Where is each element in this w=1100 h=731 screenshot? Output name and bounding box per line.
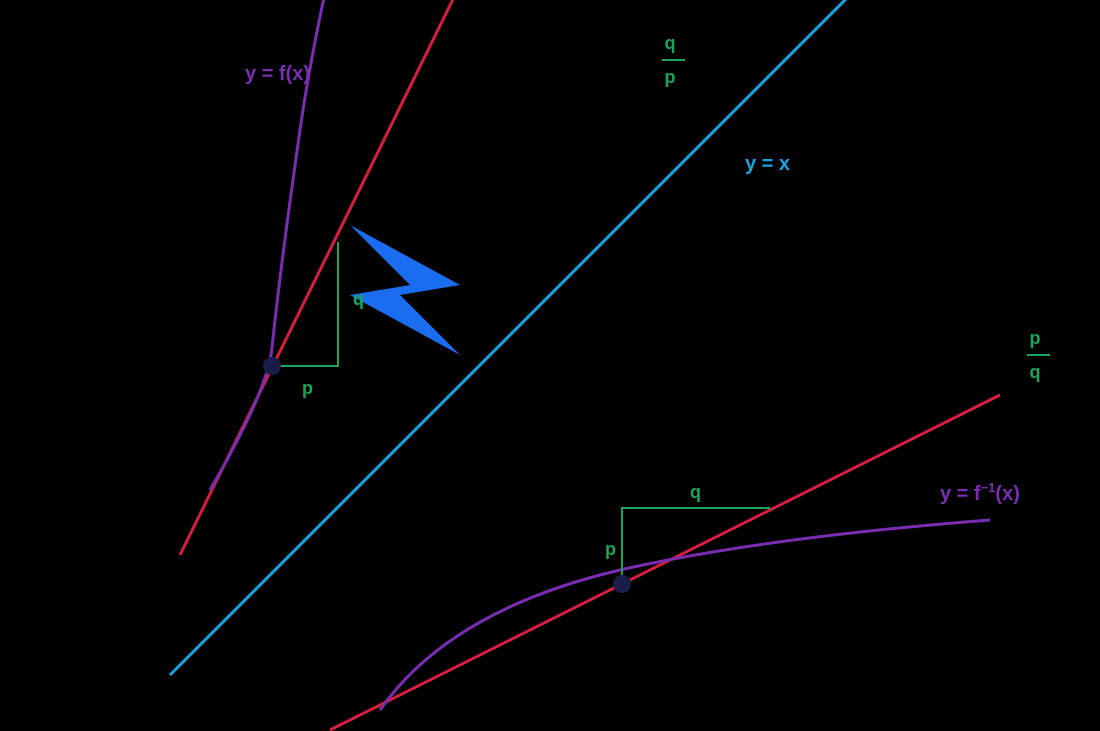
f-tangent-point bbox=[264, 358, 280, 374]
inverse-function-diagram: y = f(x) y = x y = f−1(x) p q p q q p p … bbox=[0, 0, 1100, 731]
svg-text:p: p bbox=[1030, 328, 1041, 348]
finv-p-label: p bbox=[605, 539, 616, 559]
identity-line bbox=[170, 0, 870, 675]
identity-label: y = x bbox=[745, 153, 790, 175]
finv-tangent-line bbox=[330, 395, 1000, 730]
fraction-p-over-q: p q bbox=[1027, 328, 1050, 382]
f-p-label: p bbox=[302, 378, 313, 398]
f-q-label: q bbox=[353, 289, 364, 309]
finv-q-label: q bbox=[690, 482, 701, 502]
finv-label: y = f−1(x) bbox=[940, 480, 1020, 505]
svg-text:p: p bbox=[665, 67, 676, 87]
finv-tangent-point bbox=[614, 576, 630, 592]
fraction-q-over-p: q p bbox=[662, 33, 685, 87]
svg-text:q: q bbox=[665, 33, 676, 53]
cursor-icon bbox=[350, 225, 460, 355]
f-label: y = f(x) bbox=[245, 63, 310, 85]
finv-curve bbox=[380, 520, 990, 710]
svg-text:q: q bbox=[1030, 362, 1041, 382]
